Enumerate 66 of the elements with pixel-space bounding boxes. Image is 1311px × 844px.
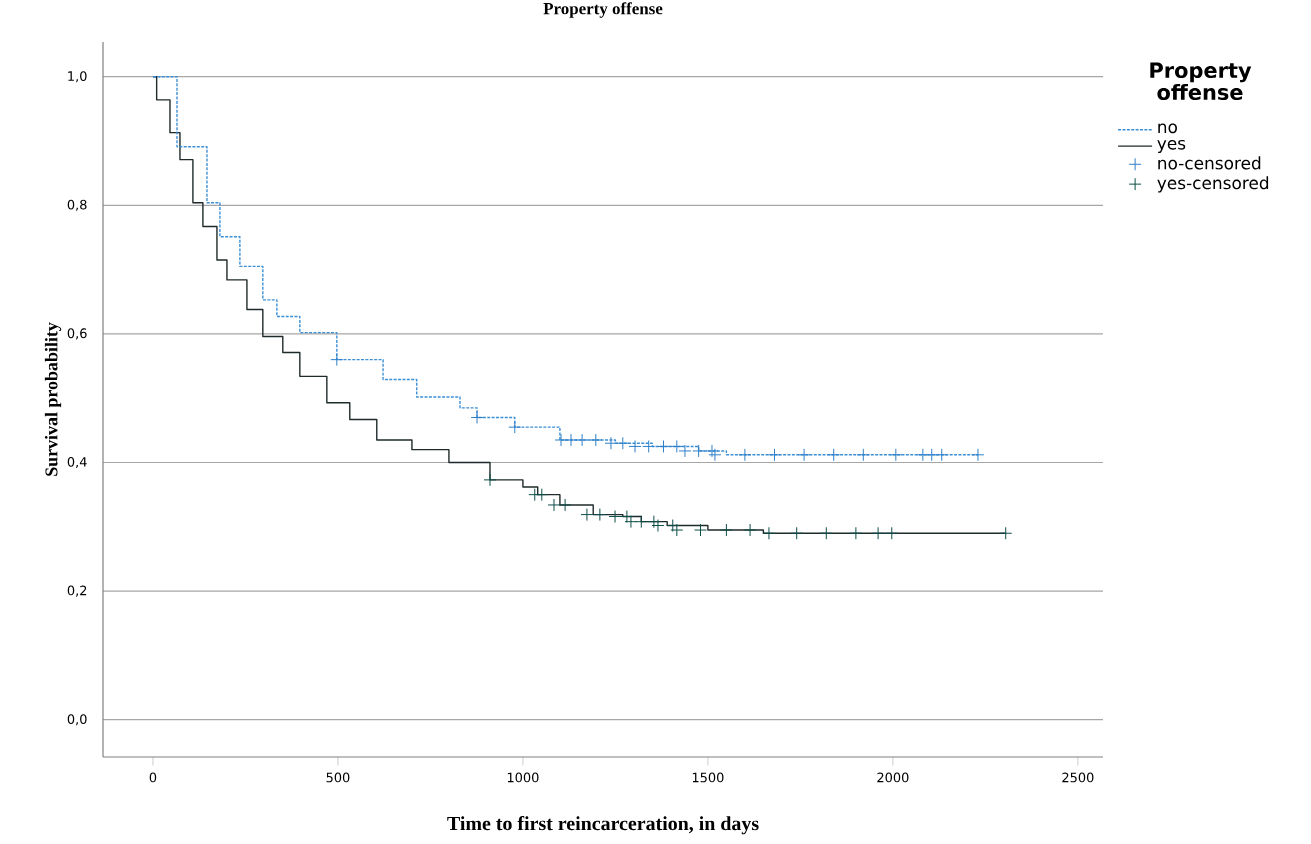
point: [999, 526, 1013, 540]
legend-label: yes: [1157, 139, 1186, 153]
point: [508, 420, 522, 434]
y-axis-title: Survival probability: [44, 322, 62, 476]
point: [849, 526, 863, 540]
point: [575, 433, 589, 447]
point: [856, 448, 870, 462]
y-tick-label: 0,0: [67, 714, 87, 726]
legend-label: no: [1158, 123, 1177, 134]
point: [708, 448, 722, 462]
point: [819, 526, 833, 540]
point: [616, 436, 630, 450]
point: [608, 510, 622, 523]
y-tick-label: 0,8: [67, 199, 87, 211]
point: [743, 523, 757, 537]
point: [470, 411, 484, 424]
point: [768, 448, 781, 462]
x-tick-label: 1500: [692, 772, 724, 783]
point: [593, 508, 607, 522]
point: [564, 433, 578, 447]
point: [738, 448, 752, 462]
chart-title: Property offense: [543, 2, 663, 18]
point: [580, 508, 594, 522]
point: [554, 433, 568, 447]
point: [604, 436, 618, 450]
point: [827, 448, 841, 462]
y-tick-label: 0,2: [67, 585, 87, 597]
x-tick-label: 2500: [1062, 772, 1094, 783]
point: [558, 498, 572, 512]
point: [762, 526, 776, 540]
point: [483, 473, 497, 487]
point: [642, 439, 656, 453]
point: [547, 498, 561, 512]
x-tick-label: 500: [326, 772, 350, 783]
point: [797, 448, 811, 462]
point: [925, 448, 939, 462]
point: [657, 439, 670, 453]
point: [634, 515, 648, 529]
legend-label: yes-censored: [1157, 176, 1269, 193]
point: [589, 433, 603, 447]
y-tick-label: 0,6: [67, 328, 87, 340]
point: [535, 488, 549, 502]
point: [935, 448, 949, 462]
x-tick-label: 2000: [877, 772, 909, 783]
point: [705, 444, 719, 458]
point: [719, 523, 733, 537]
point: [871, 526, 885, 540]
y-tick-label: 0,4: [67, 456, 87, 469]
point: [692, 444, 706, 458]
point: [666, 519, 680, 533]
point: [790, 526, 804, 540]
point: [651, 519, 665, 533]
x-tick-label: 0: [149, 772, 157, 783]
point: [628, 439, 642, 453]
point: [694, 523, 707, 537]
point: [889, 448, 903, 462]
point: [971, 448, 985, 462]
point: [670, 523, 684, 537]
point: [885, 526, 899, 540]
point: [647, 515, 661, 529]
x-axis-title: Time to first reincarceration, in days: [447, 816, 759, 835]
legend-title: Property offense: [1150, 62, 1252, 101]
y-tick-label: 1,0: [68, 71, 87, 83]
legend-label: no-censored: [1158, 156, 1261, 170]
x-tick-label: 1000: [507, 772, 539, 783]
point: [330, 353, 344, 367]
